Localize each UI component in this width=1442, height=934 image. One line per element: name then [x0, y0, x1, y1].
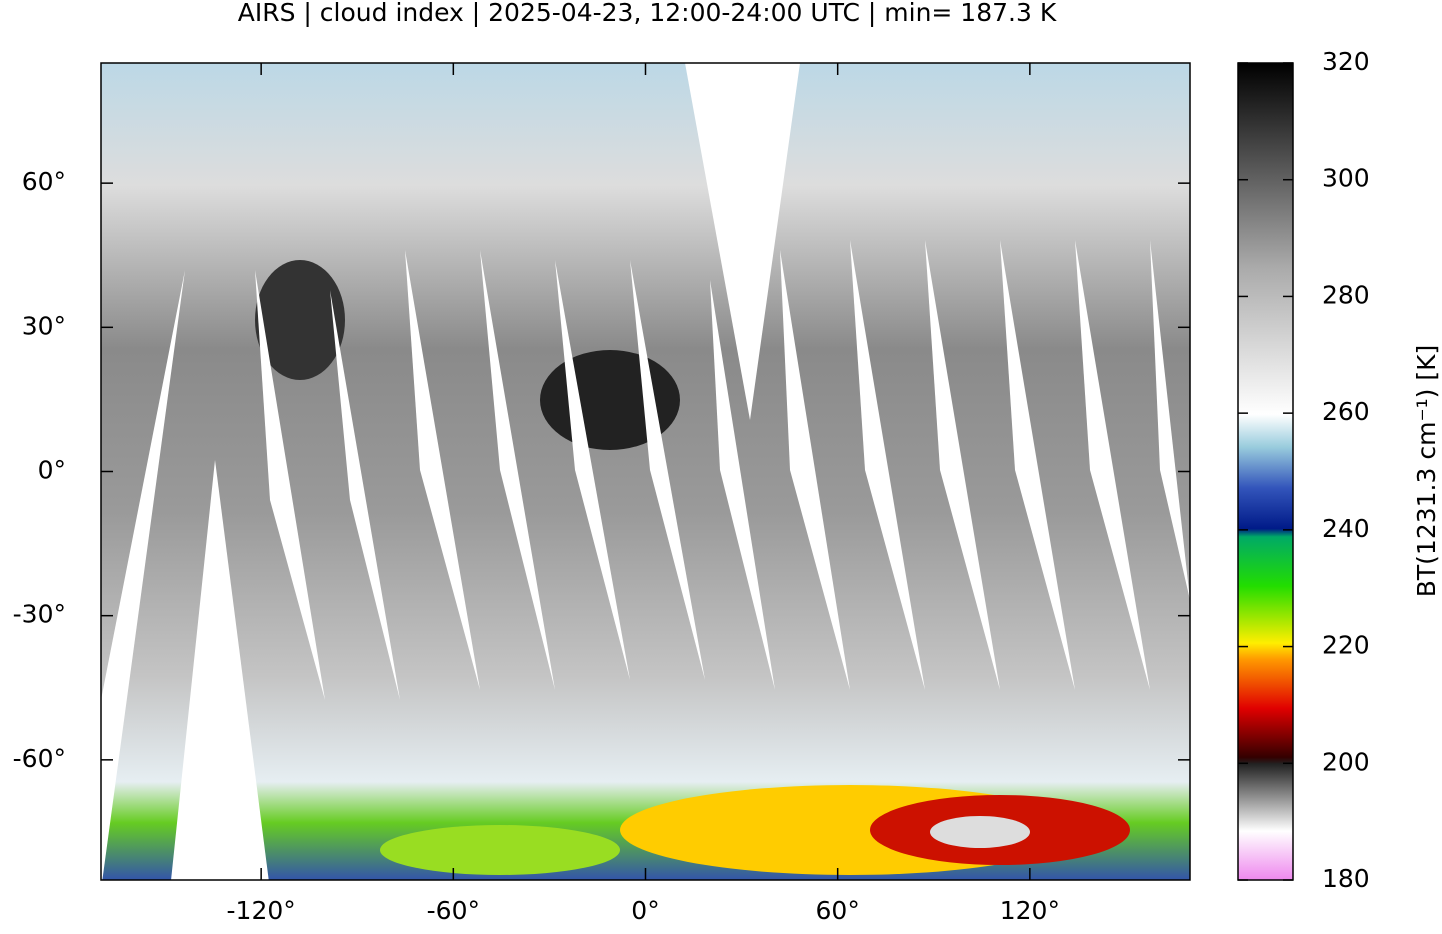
x-tick-label: -120° [227, 896, 296, 925]
y-tick-label: -30° [13, 600, 66, 629]
colorbar-tick-label: 180 [1322, 864, 1370, 893]
colorbar [1237, 62, 1294, 881]
x-tick-label: 120° [1000, 896, 1060, 925]
x-tick-label: 0° [631, 896, 659, 925]
colorbar-tick-label: 220 [1322, 631, 1370, 660]
y-tick-label: 60° [22, 167, 66, 196]
colorbar-tick-label: 300 [1322, 164, 1370, 193]
y-tick-label: 0° [38, 456, 66, 485]
colorbar-tick-label: 260 [1322, 397, 1370, 426]
colorbar-tick-label: 280 [1322, 280, 1370, 309]
colorbar-label: BT(1231.3 cm⁻¹) [K] [1412, 345, 1441, 598]
title: AIRS | cloud index | 2025-04-23, 12:00-2… [238, 0, 1057, 27]
colorbar-tick-label: 200 [1322, 747, 1370, 776]
colorbar-tick-label: 320 [1322, 47, 1370, 76]
x-tick-label: -60° [427, 896, 480, 925]
y-tick-label: -60° [13, 744, 66, 773]
y-tick-label: 30° [22, 311, 66, 340]
map-image [101, 63, 1190, 880]
colorbar-tick-label: 240 [1322, 514, 1370, 543]
x-tick-label: 60° [816, 896, 860, 925]
